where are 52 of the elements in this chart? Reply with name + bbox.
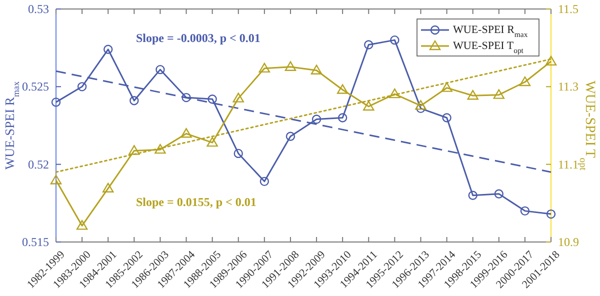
point [260,176,270,186]
y2-tick-label: 11.1 [558,157,579,172]
point [182,92,191,102]
point [520,206,530,216]
point [284,61,296,71]
point [258,62,270,73]
point [468,190,478,200]
point [312,114,322,124]
legend-label: WUE-SPEI T$_{opt}$ [453,40,524,55]
annotation: Slope = -0.0003, p < 0.01 [136,31,260,45]
point [467,90,478,100]
point [154,144,166,154]
point [338,113,348,122]
point [493,89,504,99]
y-tick-label: 0.52 [28,157,49,172]
point [208,94,217,104]
point [519,76,531,86]
legend-label: WUE-SPEI R$_{max}$ [453,24,528,39]
point [102,182,114,193]
point [336,84,348,94]
y2-tick-label: 10.9 [558,235,579,249]
point [363,100,374,111]
y2-tick-label: 11.3 [558,80,579,94]
point [180,128,192,138]
point [104,44,113,54]
y2-tick-label: 11.5 [558,2,579,16]
point [494,189,504,198]
point [50,174,62,184]
point [128,145,140,155]
y-tick-label: 0.515 [22,235,49,249]
point [234,148,243,158]
annotation: Slope = 0.0155, p < 0.01 [136,195,256,209]
point [156,64,165,74]
point [206,136,218,147]
point [442,113,452,122]
point [130,96,139,106]
point [416,104,426,114]
point [389,88,400,98]
point [364,40,374,50]
point [51,98,61,107]
y-tick-label: 0.53 [28,2,49,16]
point [76,220,88,230]
point [232,92,244,102]
point [390,35,400,45]
point [545,56,557,66]
y-tick-label: 0.525 [22,80,49,94]
point [441,82,452,92]
point [77,82,87,92]
point [286,132,296,141]
point [546,209,556,219]
point [415,100,426,110]
point [310,64,322,74]
